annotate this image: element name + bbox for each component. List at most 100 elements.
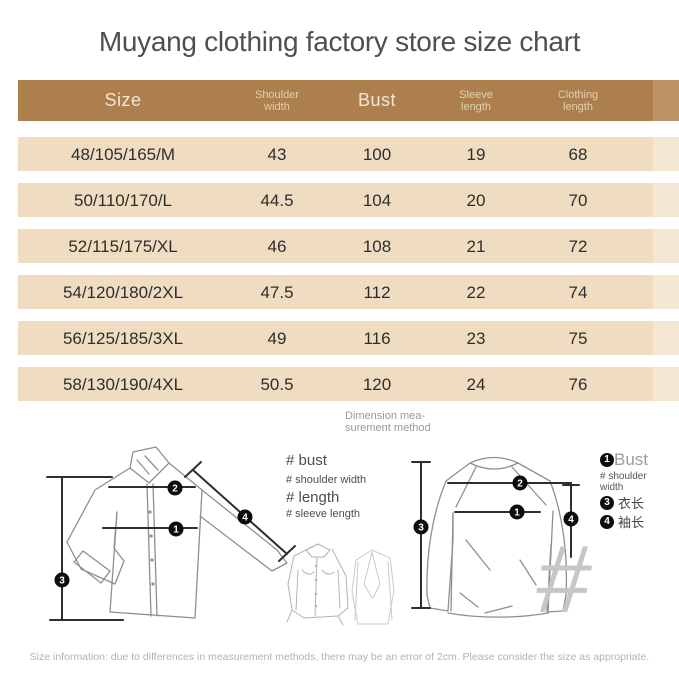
- table-header-band-fade: [653, 80, 679, 121]
- dimension-method-line2: surement method: [345, 422, 431, 434]
- marker-3-badge: 3: [600, 495, 614, 510]
- sweater-measurement-diagram: 3 2 1 4: [411, 456, 580, 618]
- table-row: [18, 275, 653, 309]
- cell-size: 58/130/190/4XL: [62, 375, 184, 394]
- length-measure-line: [411, 461, 431, 609]
- cell-sleeve: 20: [466, 191, 486, 210]
- marker-1-circle: [168, 521, 184, 537]
- cell-shoulder: 46: [267, 237, 287, 256]
- sweater-body-hem: [447, 512, 549, 618]
- column-header-sleeve-line2: length: [461, 101, 491, 113]
- marker-4-badge: 4: [600, 514, 614, 529]
- jacket-button: [314, 592, 318, 596]
- label-sleeve-length: # sleeve length: [286, 508, 360, 520]
- cell-shoulder: 49: [267, 329, 287, 348]
- shirt-measurement-diagram: 3 2 1 4: [46, 446, 296, 621]
- marker-2-circle: [167, 480, 183, 496]
- cell-bust: 112: [363, 283, 391, 302]
- label-bust: # bust: [286, 452, 327, 469]
- column-header-size: Size: [104, 90, 141, 111]
- marker-1: 1: [514, 508, 520, 519]
- column-header-shoulder-line2: width: [264, 101, 290, 113]
- column-header-sleeve-length: Sleeve length: [459, 89, 493, 113]
- blazer-outline: [351, 549, 395, 625]
- cell-clothing: 68: [568, 145, 588, 164]
- hash-watermark: #: [530, 526, 596, 633]
- footer-note: Size information: due to differences in …: [29, 651, 650, 663]
- legend-bust: 1 Bust: [600, 450, 648, 470]
- cell-clothing: 75: [568, 329, 588, 348]
- sweater-left-sleeve: [426, 480, 454, 612]
- marker-4-circle: [563, 511, 579, 527]
- marker-4: 4: [568, 515, 574, 526]
- cell-bust: 104: [362, 191, 392, 210]
- jacket-outline: [287, 543, 349, 619]
- shirt-body: [109, 462, 203, 619]
- jacket-button: [314, 578, 318, 582]
- jacket-collar: [305, 543, 331, 558]
- jacket-button: [314, 604, 318, 608]
- table-row: [18, 321, 653, 355]
- column-header-clothing-line1: Clothing: [557, 89, 599, 101]
- cell-clothing: 72: [568, 237, 588, 256]
- table-row: [18, 183, 653, 217]
- cell-size: 50/110/170/L: [74, 191, 172, 210]
- cell-size: 54/120/180/2XL: [62, 283, 184, 302]
- cell-clothing: 76: [568, 375, 588, 394]
- cell-sleeve: 24: [466, 375, 486, 394]
- cell-sleeve: 23: [466, 329, 486, 348]
- table-row-fade: [653, 183, 679, 217]
- shirt-cuff: [73, 550, 111, 584]
- column-header-size-label: Size: [104, 90, 142, 110]
- cell-size: 48/105/165/M: [71, 145, 175, 164]
- sweater-neck: [469, 456, 519, 470]
- dimension-method-heading: Dimension mea- surement method: [345, 410, 431, 434]
- shirt-placket: [146, 483, 158, 617]
- marker-3: 3: [59, 576, 65, 587]
- sweater-right-sleeve: [546, 480, 568, 613]
- shirt-button: [151, 582, 155, 586]
- legend-clothing-length: 3 衣长: [600, 493, 644, 512]
- cell-bust: 108: [362, 237, 392, 256]
- jacket-sketches: [286, 543, 395, 626]
- table-row-fade: [653, 321, 679, 355]
- cell-shoulder: 43: [267, 145, 287, 164]
- shirt-button: [148, 510, 152, 514]
- cell-shoulder: 47.5: [260, 283, 294, 302]
- shirt-collar-detail: [136, 455, 159, 475]
- table-row: [18, 137, 653, 171]
- table-row: [18, 367, 653, 401]
- shirt-left-sleeve: [66, 467, 131, 585]
- label-length: # length: [286, 489, 340, 506]
- cell-bust: 100: [362, 145, 392, 164]
- marker-4: 4: [242, 513, 248, 524]
- shirt-button: [150, 558, 154, 562]
- cell-sleeve: 19: [466, 145, 486, 164]
- column-header-sleeve-line1: Sleeve: [459, 89, 493, 101]
- length-measure-line: [46, 476, 124, 621]
- sweater-wrinkles: [459, 539, 537, 608]
- sweater-raglan-seams: [455, 466, 547, 508]
- cell-sleeve: 21: [466, 237, 486, 256]
- column-header-clothing-length: Clothing length: [558, 89, 598, 113]
- marker-3-circle: [54, 572, 70, 588]
- jacket-sleeves: [286, 569, 344, 626]
- column-header-bust: Bust: [358, 90, 396, 111]
- cell-clothing: 70: [568, 191, 588, 210]
- marker-1-badge: 1: [600, 453, 614, 467]
- cell-size: 52/115/175/XL: [68, 237, 178, 256]
- marker-3-circle: [413, 519, 429, 535]
- cell-shoulder: 44.5: [260, 191, 294, 210]
- marker-2: 2: [172, 484, 178, 495]
- cell-size: 56/125/185/3XL: [62, 329, 184, 348]
- legend-shoulder-width: # shoulder width: [600, 471, 647, 493]
- table-row-fade: [653, 229, 679, 263]
- shirt-button: [149, 534, 153, 538]
- column-header-shoulder-line1: Shoulder: [254, 89, 300, 101]
- shirt-right-sleeve: [199, 489, 288, 572]
- jacket-pockets: [301, 569, 335, 575]
- table-row-fade: [653, 275, 679, 309]
- page-title: Muyang clothing factory store size chart: [98, 26, 581, 57]
- table-row: [18, 229, 653, 263]
- blazer-sleeves: [354, 561, 393, 621]
